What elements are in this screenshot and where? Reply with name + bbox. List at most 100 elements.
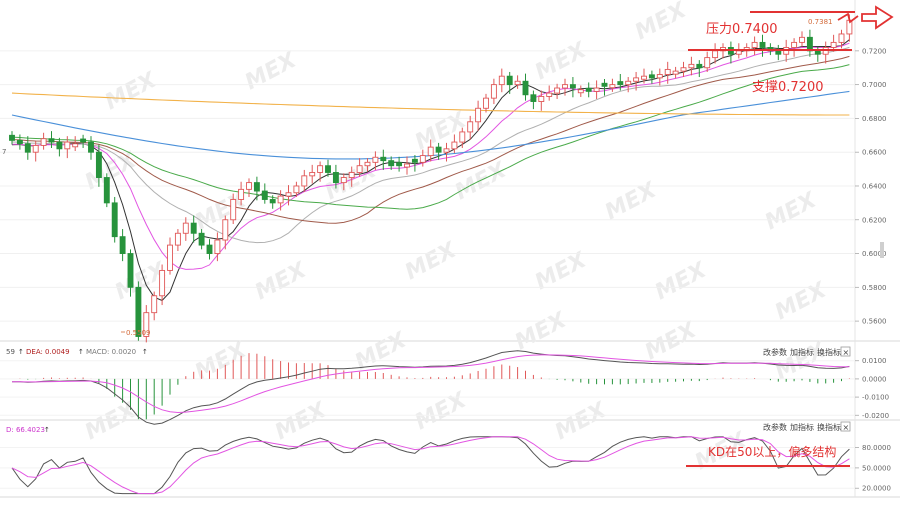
- swap-indicator-button[interactable]: 换指标: [817, 422, 841, 432]
- candle-body: [814, 50, 821, 55]
- watermark-text: MEX: [771, 337, 831, 385]
- candle-body: [498, 75, 505, 86]
- candle-body: [167, 244, 173, 271]
- candle-body: [830, 41, 837, 48]
- candle-body: [388, 160, 395, 167]
- candle-body: [514, 80, 521, 86]
- watermark-text: MEX: [411, 387, 471, 435]
- candle-body: [56, 141, 63, 150]
- arrow-right-icon: [861, 5, 894, 30]
- candle-body: [246, 182, 252, 190]
- watermark-text: MEX: [641, 317, 701, 365]
- candle-body: [704, 57, 711, 69]
- watermark-text: MEX: [761, 187, 821, 235]
- high-price-label: 0.7381: [808, 18, 833, 26]
- candle-body: [238, 188, 245, 200]
- watermark-text: MEX: [81, 397, 141, 445]
- kd-annotation: KD在50以上，偏多结构: [708, 444, 836, 459]
- candle-body: [127, 253, 134, 288]
- candle-body: [443, 148, 450, 153]
- candle-body: [356, 165, 363, 173]
- candle-body: [546, 92, 553, 97]
- candle-body: [301, 175, 308, 187]
- macd-histogram: [19, 353, 850, 420]
- candle-body: [751, 41, 758, 48]
- add-indicator-button[interactable]: 加指标: [790, 422, 814, 432]
- candle-body: [664, 68, 671, 75]
- close-box[interactable]: [840, 346, 851, 357]
- close-icon[interactable]: ×: [843, 348, 850, 357]
- candle-body: [111, 202, 118, 238]
- candle-body: [427, 146, 434, 157]
- candle-body: [103, 177, 110, 204]
- candle-body: [585, 87, 592, 92]
- candle-body: [364, 161, 371, 167]
- candle-body: [435, 146, 442, 153]
- watermark-text: MEX: [771, 277, 831, 325]
- macd-tick-label: 0.0000: [862, 375, 887, 383]
- candle-body: [40, 138, 47, 146]
- candle-body: [372, 156, 379, 163]
- candle-body: [190, 222, 197, 234]
- candle-body: [159, 269, 166, 297]
- candle-body: [198, 232, 205, 246]
- candle-body: [396, 162, 403, 167]
- arrow-up-icon: ↑: [78, 348, 84, 356]
- candle-body: [806, 36, 813, 52]
- candle-body: [348, 172, 355, 178]
- price-grid: [0, 50, 855, 322]
- candle-body: [95, 151, 102, 178]
- ma30-line: [11, 55, 850, 224]
- change-params-button[interactable]: 改参数: [763, 347, 787, 357]
- macd-toolbar: 改参数 加指标 换指标 ×: [763, 346, 851, 357]
- left-edge-label: 7: [2, 148, 6, 156]
- candle-body: [174, 232, 181, 246]
- arrow-up-icon: ↑: [44, 426, 50, 434]
- low-price-label: 0.5509: [126, 329, 151, 337]
- kd-header: D: 66.4023 ↑: [6, 426, 50, 434]
- swap-indicator-button[interactable]: 换指标: [817, 347, 841, 357]
- price-y-axis: 0.7200 0.7000 0.6800 0.6600 0.6400 0.6200 0.60…: [855, 47, 887, 326]
- candle-body: [672, 70, 679, 75]
- kd-d-label: D: 66.4023: [6, 426, 45, 434]
- scroll-handle[interactable]: [880, 242, 884, 258]
- resistance-label: 压力0.7400: [706, 22, 778, 37]
- candle-body: [562, 84, 568, 89]
- kd-tick-label: 80.0000: [862, 444, 891, 452]
- close-icon[interactable]: ×: [843, 423, 850, 432]
- candle-body: [206, 244, 213, 254]
- candle-body: [230, 199, 237, 221]
- candle-body: [88, 141, 94, 153]
- candle-body: [490, 84, 497, 99]
- candle-body: [325, 165, 331, 173]
- candle-body: [64, 141, 71, 150]
- change-params-button[interactable]: 改参数: [763, 422, 787, 432]
- watermark-text: MEX: [271, 397, 331, 445]
- candle-body: [269, 199, 276, 204]
- candle-body: [451, 141, 458, 150]
- ma250-line: [11, 92, 850, 116]
- macd-tick-label: 0.0100: [862, 357, 887, 365]
- candle-body: [799, 36, 805, 43]
- candle-body: [119, 236, 126, 254]
- ma20-line: [11, 46, 850, 244]
- add-indicator-button[interactable]: 加指标: [790, 347, 814, 357]
- close-box[interactable]: [840, 421, 851, 432]
- candle-body: [9, 134, 15, 141]
- macd-tick-label: -0.0100: [862, 394, 889, 402]
- arrow-up-icon: ↑: [142, 348, 148, 356]
- watermark-text: MEX: [551, 397, 611, 445]
- candle-body: [151, 295, 158, 314]
- macd-dea-line: [12, 354, 850, 414]
- candle-body: [735, 50, 742, 55]
- watermark-text: MEX: [191, 337, 251, 385]
- candle-body: [16, 139, 23, 145]
- candle-body: [332, 172, 339, 184]
- candle-body: [135, 286, 142, 337]
- candle-body: [522, 80, 529, 96]
- candle-body: [309, 172, 316, 177]
- candle-body: [554, 87, 561, 94]
- candle-body: [222, 219, 229, 241]
- candle-body: [609, 84, 616, 89]
